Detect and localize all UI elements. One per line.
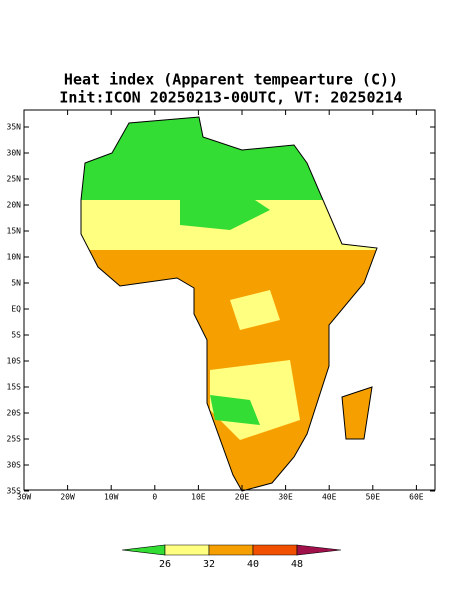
lat-tick-label: 10S xyxy=(7,357,22,366)
madagascar xyxy=(341,386,373,440)
lon-tick-label: 20E xyxy=(235,493,250,502)
colorbar-label: 26 xyxy=(159,559,171,570)
lat-tick-label: 20S xyxy=(7,409,22,418)
lat-tick-label: 30N xyxy=(7,149,22,158)
lon-tick-label: 0 xyxy=(152,493,157,502)
lat-tick-label: 5S xyxy=(11,331,21,340)
lon-tick-label: 10E xyxy=(191,493,206,502)
lon-tick-label: 30W xyxy=(17,493,32,502)
colorbar: 26 32 40 48 xyxy=(121,544,342,570)
colorbar-label: 40 xyxy=(247,559,259,570)
title: Heat index (Apparent tempearture (C)) xyxy=(64,71,398,89)
lat-tick-label: 25S xyxy=(7,435,22,444)
lon-tick-label: 20W xyxy=(60,493,75,502)
lat-tick-label: 35N xyxy=(7,123,22,132)
lat-tick-label: 15N xyxy=(7,227,22,236)
lat-tick-label: 30S xyxy=(7,461,22,470)
lon-tick-label: 10W xyxy=(104,493,119,502)
lat-tick-label: 15S xyxy=(7,383,22,392)
coastline xyxy=(80,116,378,492)
lon-tick-label: 40E xyxy=(322,493,337,502)
lon-tick-label: 60E xyxy=(409,493,424,502)
colorbar-segment xyxy=(208,544,254,556)
lat-tick-label: 10N xyxy=(7,253,22,262)
colorbar-segment xyxy=(252,544,298,556)
lat-tick-label: 5N xyxy=(11,279,21,288)
lat-tick-label: EQ xyxy=(11,305,21,314)
map-frame xyxy=(23,109,436,491)
africa-field xyxy=(81,117,377,491)
subtitle: Init:ICON 20250213-00UTC, VT: 20250214 xyxy=(59,89,402,107)
lon-tick-label: 50E xyxy=(366,493,381,502)
lat-tick-label: 25N xyxy=(7,175,22,184)
colorbar-segment xyxy=(296,544,342,556)
colorbar-label: 48 xyxy=(291,559,303,570)
colorbar-segment xyxy=(164,544,210,556)
colorbar-segment xyxy=(121,544,166,556)
colorbar-label: 32 xyxy=(203,559,215,570)
lat-tick-label: 20N xyxy=(7,201,22,210)
lon-tick-label: 30E xyxy=(278,493,293,502)
ticks: 35N 30N 25N 20N 15N 10N 5N EQ 5S 10S 15S 20S 25S 30S 3… xyxy=(7,110,435,502)
lat-tick-label: 35S xyxy=(7,487,22,496)
